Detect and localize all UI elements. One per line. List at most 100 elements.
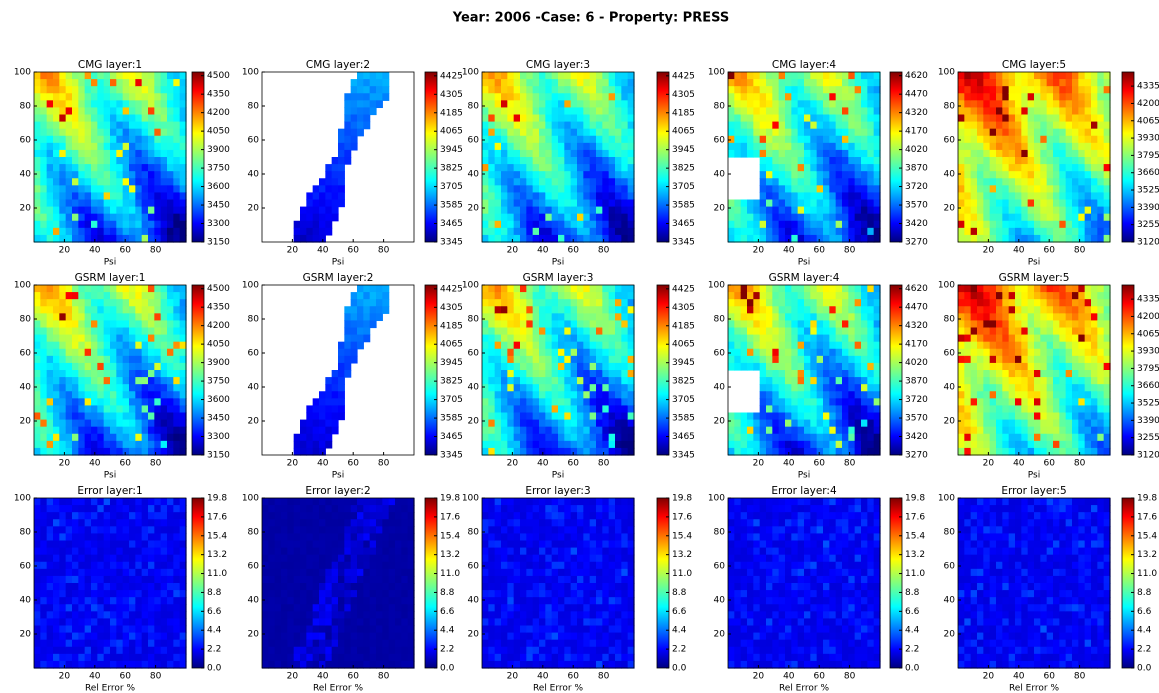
heatmap-cell (513, 398, 521, 407)
heatmap-cell (34, 100, 41, 109)
heatmap-cell (854, 114, 862, 123)
heatmap-cell (488, 171, 496, 179)
heatmap-cell (103, 391, 111, 399)
heatmap-cell (842, 348, 849, 357)
heatmap-cell (545, 100, 553, 109)
heatmap-cell (312, 199, 320, 208)
heatmap-cell (65, 192, 73, 201)
heatmap-cell (532, 292, 540, 300)
heatmap-cell (526, 292, 534, 300)
heatmap-cell (797, 419, 805, 428)
colorbar-tick-label: 3945 (440, 145, 463, 155)
heatmap-cell (167, 192, 174, 201)
y-tick-label: 100 (708, 68, 725, 78)
heatmap-cell (854, 185, 862, 194)
heatmap-cell (804, 447, 811, 456)
heatmap-cell (873, 391, 881, 399)
colorbar-tick-label: 4020 (905, 145, 928, 155)
heatmap-cell (40, 199, 48, 208)
heatmap-cell (778, 426, 786, 435)
heatmap-cell (1002, 164, 1010, 172)
heatmap-cell (835, 299, 843, 307)
heatmap-cell (103, 213, 111, 222)
heatmap-cell (122, 447, 130, 456)
heatmap-cell (65, 157, 73, 165)
heatmap-cell (867, 234, 875, 243)
heatmap-cell (791, 362, 799, 371)
heatmap-cell (785, 164, 792, 172)
heatmap-cell (116, 178, 124, 186)
heatmap-cell (996, 185, 1003, 194)
heatmap-cell (34, 164, 41, 172)
heatmap-cell (608, 157, 616, 165)
heatmap-cell (564, 292, 572, 300)
heatmap-cell (84, 213, 92, 222)
heatmap-cell (148, 313, 155, 322)
heatmap-cell (791, 355, 799, 364)
heatmap-cell (293, 433, 301, 442)
heatmap-cell (116, 362, 124, 371)
heatmap-cell (772, 121, 780, 130)
heatmap-cell (1021, 206, 1029, 215)
heatmap-cell (526, 234, 534, 243)
heatmap-cell (59, 79, 67, 87)
heatmap-cell (179, 391, 187, 399)
heatmap-cell (135, 86, 143, 94)
heatmap-cell (526, 114, 534, 123)
heatmap-cell (488, 426, 496, 435)
heatmap-cell (40, 306, 48, 314)
heatmap-cell (759, 306, 767, 314)
heatmap-cell (970, 79, 978, 87)
heatmap-cell (545, 121, 553, 130)
heatmap-cell (1008, 299, 1016, 307)
heatmap-cell (627, 447, 635, 456)
heatmap-cell (970, 447, 978, 456)
heatmap-cell (958, 391, 965, 399)
heatmap-cell (129, 234, 136, 243)
heatmap-cell (40, 285, 48, 293)
heatmap-cell (501, 285, 508, 293)
heatmap-cell (772, 285, 780, 293)
heatmap-cell (539, 114, 546, 123)
heatmap-cell (577, 114, 584, 123)
heatmap-cell (179, 114, 187, 123)
heatmap-cell (816, 206, 824, 215)
heatmap-cell (1072, 199, 1079, 208)
heatmap-cell (84, 100, 92, 109)
heatmap-cell (564, 348, 572, 357)
heatmap-cell (1015, 341, 1022, 350)
heatmap-cell (570, 234, 578, 243)
heatmap-cell (545, 220, 553, 229)
heatmap-cell (122, 440, 130, 449)
heatmap-cell (1034, 234, 1041, 243)
heatmap-cell (1027, 199, 1035, 208)
heatmap-cell (1027, 227, 1035, 236)
heatmap-cell (59, 447, 67, 456)
heatmap-cell (319, 206, 326, 215)
heatmap-cell (526, 157, 534, 165)
heatmap-cell (110, 86, 117, 94)
heatmap-cell (532, 440, 540, 449)
heatmap-cell (141, 313, 149, 322)
heatmap-cell (785, 220, 792, 229)
heatmap-cell (97, 199, 105, 208)
heatmap-cell (627, 306, 635, 314)
heatmap-cell (861, 405, 868, 414)
heatmap-cell (772, 234, 780, 243)
heatmap-cell (501, 426, 508, 435)
heatmap-cell (615, 285, 622, 293)
heatmap-cell (34, 440, 41, 449)
heatmap-cell (958, 79, 965, 87)
heatmap-cell (110, 100, 117, 109)
y-tick-label: 100 (14, 281, 31, 291)
heatmap-cell (532, 107, 540, 116)
heatmap-cell (1059, 433, 1067, 442)
heatmap-cell (734, 72, 742, 80)
heatmap-cell (300, 206, 307, 215)
heatmap-cell (53, 149, 60, 158)
heatmap-cell (759, 334, 767, 343)
heatmap-cell (854, 178, 862, 186)
heatmap-cell (778, 171, 786, 179)
heatmap-cell (823, 121, 830, 130)
heatmap-cell (804, 426, 811, 435)
